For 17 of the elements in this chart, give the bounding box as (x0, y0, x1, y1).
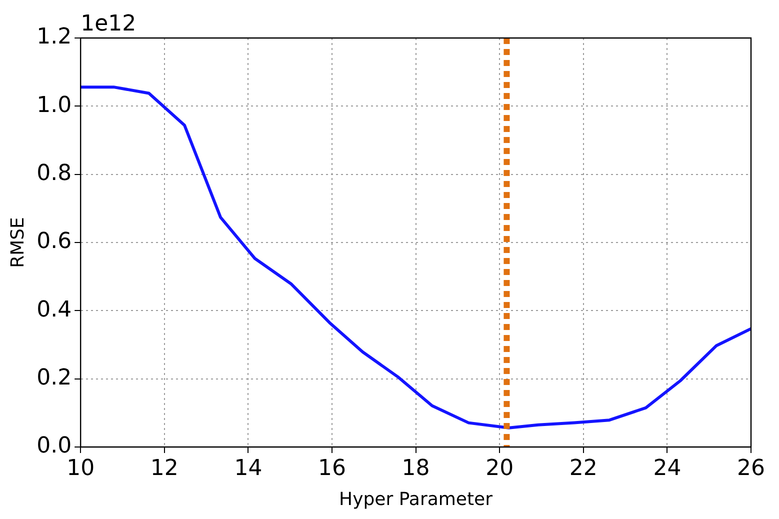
y-axis-title: RMSE (7, 217, 28, 268)
y-tick-label: 0.2 (36, 366, 72, 391)
x-tick-label: 24 (653, 456, 682, 481)
x-tick-label: 16 (318, 456, 346, 481)
y-tick-label: 0.4 (36, 297, 72, 322)
y-tick-label: 0.6 (36, 229, 72, 254)
x-tick-label: 18 (402, 456, 430, 481)
y-tick-label: 1.2 (36, 24, 72, 50)
text: 1e12 (80, 12, 136, 37)
x-tick-label: 20 (486, 456, 514, 481)
y-tick-label: 1.0 (36, 92, 72, 118)
x-tick-label: 14 (234, 456, 262, 481)
x-tick-label: 26 (737, 456, 765, 481)
x-axis-title: Hyper Parameter (339, 488, 494, 510)
x-tick-label: 22 (569, 456, 598, 481)
y-tick-label: 0.8 (36, 161, 72, 186)
x-tick-label: 12 (150, 456, 178, 481)
